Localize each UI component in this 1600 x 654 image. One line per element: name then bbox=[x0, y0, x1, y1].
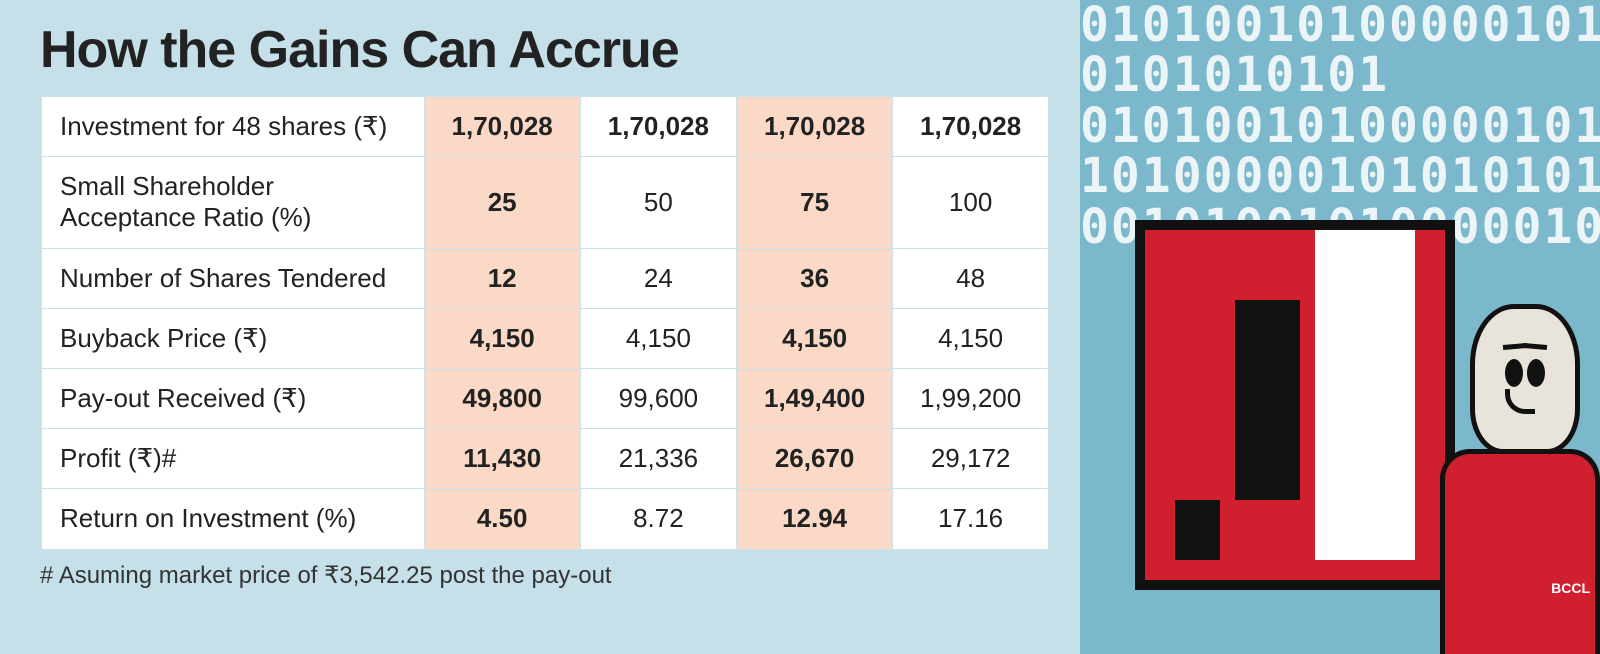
cell-value: 4,150 bbox=[580, 308, 736, 368]
table-row: Number of Shares Tendered12243648 bbox=[41, 248, 1049, 308]
cell-value: 4.50 bbox=[424, 489, 580, 550]
cell-value: 4,150 bbox=[424, 308, 580, 368]
chart-bar-1 bbox=[1175, 500, 1220, 560]
cell-value: 99,600 bbox=[580, 368, 736, 428]
table-body: Investment for 48 shares (₹)1,70,0281,70… bbox=[41, 96, 1049, 550]
cell-value: 75 bbox=[737, 157, 893, 248]
cell-value: 12.94 bbox=[737, 489, 893, 550]
cell-value: 100 bbox=[893, 157, 1049, 248]
cell-value: 12 bbox=[424, 248, 580, 308]
cell-value: 8.72 bbox=[580, 489, 736, 550]
table-row: Small Shareholder Acceptance Ratio (%)25… bbox=[41, 157, 1049, 248]
cell-value: 25 bbox=[424, 157, 580, 248]
cell-value: 1,70,028 bbox=[737, 96, 893, 157]
row-label: Number of Shares Tendered bbox=[41, 248, 424, 308]
cell-value: 17.16 bbox=[893, 489, 1049, 550]
illustration-panel: 01010010100000101010101 0101010101 01010… bbox=[1080, 0, 1600, 654]
row-label: Small Shareholder Acceptance Ratio (%) bbox=[41, 157, 424, 248]
row-label: Buyback Price (₹) bbox=[41, 308, 424, 368]
cell-value: 4,150 bbox=[893, 308, 1049, 368]
content-panel: How the Gains Can Accrue Investment for … bbox=[0, 0, 1080, 654]
cell-value: 36 bbox=[737, 248, 893, 308]
gains-table: Investment for 48 shares (₹)1,70,0281,70… bbox=[40, 95, 1050, 551]
cell-value: 1,70,028 bbox=[580, 96, 736, 157]
table-row: Investment for 48 shares (₹)1,70,0281,70… bbox=[41, 96, 1049, 157]
person-head bbox=[1470, 304, 1580, 454]
cell-value: 24 bbox=[580, 248, 736, 308]
cell-value: 49,800 bbox=[424, 368, 580, 428]
credit-label: BCCL bbox=[1551, 580, 1590, 596]
nose bbox=[1505, 389, 1535, 414]
row-label: Pay-out Received (₹) bbox=[41, 368, 424, 428]
page-title: How the Gains Can Accrue bbox=[40, 20, 1050, 80]
table-row: Return on Investment (%)4.508.7212.9417.… bbox=[41, 489, 1049, 550]
person-icon bbox=[1400, 304, 1600, 654]
row-label: Profit (₹)# bbox=[41, 429, 424, 489]
row-label: Investment for 48 shares (₹) bbox=[41, 96, 424, 157]
person-body bbox=[1440, 449, 1600, 654]
cell-value: 1,70,028 bbox=[893, 96, 1049, 157]
cell-value: 1,70,028 bbox=[424, 96, 580, 157]
table-row: Profit (₹)#11,43021,33626,67029,172 bbox=[41, 429, 1049, 489]
eye-right bbox=[1527, 359, 1545, 387]
chart-bar-2 bbox=[1235, 300, 1300, 500]
cell-value: 1,99,200 bbox=[893, 368, 1049, 428]
cell-value: 21,336 bbox=[580, 429, 736, 489]
cell-value: 26,670 bbox=[737, 429, 893, 489]
cell-value: 48 bbox=[893, 248, 1049, 308]
eye-left bbox=[1505, 359, 1523, 387]
footnote: # Asuming market price of ₹3,542.25 post… bbox=[40, 561, 1050, 590]
cell-value: 4,150 bbox=[737, 308, 893, 368]
cell-value: 29,172 bbox=[893, 429, 1049, 489]
row-label: Return on Investment (%) bbox=[41, 489, 424, 550]
table-row: Buyback Price (₹)4,1504,1504,1504,150 bbox=[41, 308, 1049, 368]
cell-value: 11,430 bbox=[424, 429, 580, 489]
brow-right bbox=[1523, 343, 1547, 350]
table-row: Pay-out Received (₹)49,80099,6001,49,400… bbox=[41, 368, 1049, 428]
cell-value: 1,49,400 bbox=[737, 368, 893, 428]
cell-value: 50 bbox=[580, 157, 736, 248]
